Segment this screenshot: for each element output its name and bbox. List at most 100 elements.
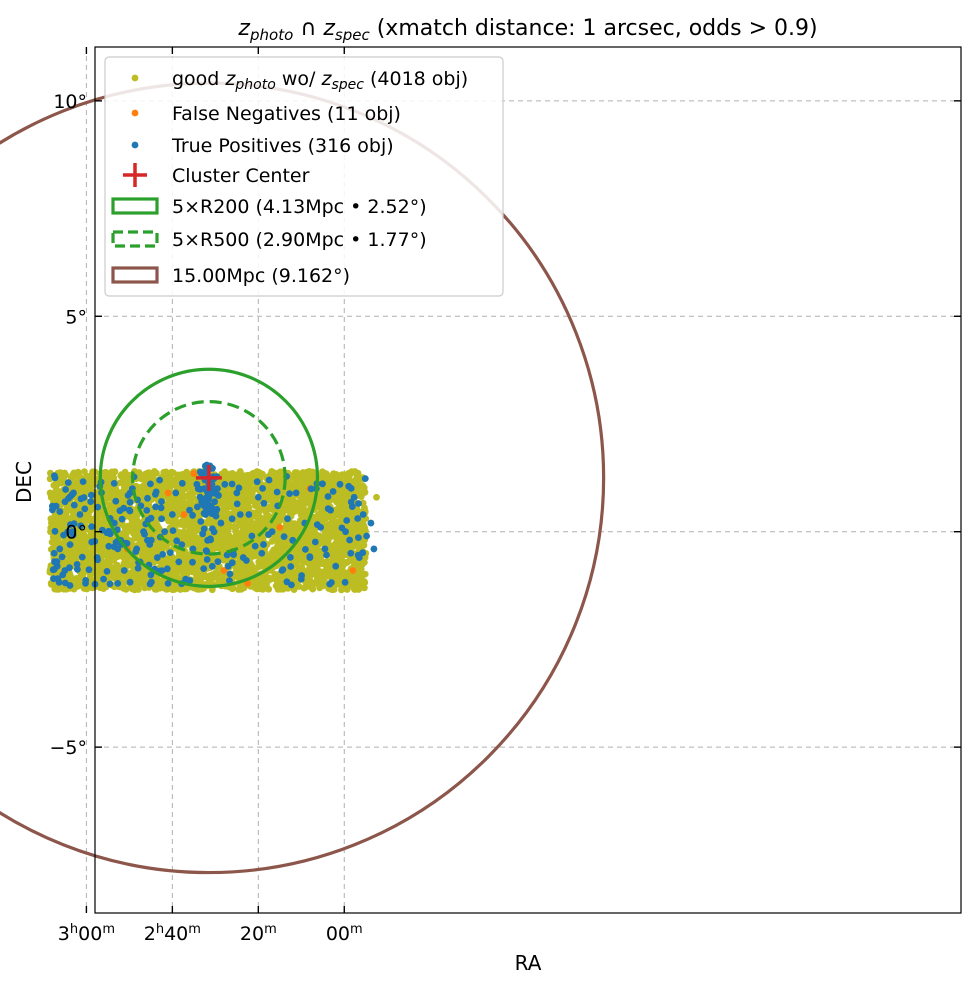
- point-good-zphoto: [123, 574, 130, 581]
- point-true-positive: [118, 515, 126, 523]
- point-true-positive: [260, 541, 267, 548]
- point-good-zphoto: [338, 586, 345, 594]
- x-tick-label: 2h40m: [144, 922, 201, 945]
- point-true-positive: [172, 489, 180, 497]
- point-good-zphoto: [89, 468, 97, 476]
- point-good-zphoto: [317, 553, 325, 561]
- point-good-zphoto: [264, 492, 271, 500]
- point-good-zphoto: [291, 520, 298, 528]
- point-true-positive: [345, 482, 353, 490]
- point-good-zphoto: [195, 555, 203, 563]
- point-true-positive: [359, 549, 367, 557]
- point-good-zphoto: [74, 469, 82, 477]
- point-good-zphoto: [185, 534, 193, 542]
- point-true-positive: [49, 566, 57, 574]
- point-good-zphoto: [203, 519, 211, 527]
- point-true-positive: [49, 502, 56, 510]
- point-good-zphoto: [238, 521, 246, 528]
- point-good-zphoto: [296, 481, 303, 489]
- point-good-zphoto: [219, 470, 227, 478]
- point-true-positive: [311, 538, 319, 546]
- point-true-positive: [105, 542, 113, 550]
- point-good-zphoto: [220, 497, 228, 505]
- y-tick-label: 0°: [65, 522, 87, 544]
- point-good-zphoto: [257, 575, 265, 583]
- point-true-positive: [87, 498, 95, 505]
- point-true-positive: [283, 578, 291, 586]
- point-good-zphoto: [142, 480, 149, 487]
- point-true-positive: [51, 472, 58, 480]
- point-true-positive: [194, 485, 202, 493]
- point-good-zphoto: [129, 524, 136, 531]
- point-good-zphoto: [321, 469, 329, 477]
- point-good-zphoto: [137, 549, 145, 557]
- point-good-zphoto: [305, 468, 313, 475]
- legend-marker-rect: [111, 197, 159, 215]
- point-true-positive: [59, 571, 67, 579]
- point-true-positive: [79, 478, 87, 485]
- point-false-negative: [276, 523, 284, 531]
- point-true-positive: [292, 489, 300, 497]
- point-good-zphoto: [288, 528, 295, 536]
- point-good-zphoto: [60, 559, 67, 566]
- point-good-zphoto: [252, 537, 260, 545]
- point-true-positive: [206, 535, 214, 543]
- point-true-positive: [62, 486, 69, 493]
- point-good-zphoto: [242, 547, 250, 554]
- legend-label: 5×R500 (2.90Mpc • 1.77°): [172, 229, 427, 251]
- point-good-zphoto: [185, 565, 192, 573]
- x-tick-label: 00m: [326, 922, 363, 945]
- point-good-zphoto: [113, 512, 121, 520]
- point-true-positive: [114, 580, 122, 587]
- axis-ticks: 3h00m 2h40m 20m 00m 10° 5° 0° −5°: [49, 47, 961, 945]
- point-good-zphoto: [314, 563, 321, 570]
- point-good-zphoto: [220, 504, 227, 512]
- point-true-positive: [361, 475, 369, 482]
- point-good-zphoto: [66, 571, 74, 578]
- x-axis-label: RA: [515, 951, 542, 975]
- point-true-positive: [158, 498, 165, 505]
- point-good-zphoto: [246, 566, 254, 574]
- point-true-positive: [64, 479, 72, 486]
- point-good-zphoto: [110, 557, 118, 564]
- point-good-zphoto: [64, 552, 71, 559]
- point-good-zphoto: [47, 515, 55, 523]
- point-good-zphoto: [251, 584, 259, 592]
- point-good-zphoto: [319, 497, 327, 505]
- point-true-positive: [313, 521, 321, 528]
- point-good-zphoto: [295, 583, 303, 590]
- point-true-positive: [134, 564, 142, 572]
- point-true-positive: [328, 579, 335, 586]
- point-good-zphoto: [343, 558, 351, 566]
- point-good-zphoto: [191, 578, 199, 586]
- point-false-negative: [349, 567, 357, 574]
- point-true-positive: [173, 537, 181, 545]
- point-false-negative: [220, 567, 228, 574]
- point-true-positive: [203, 548, 211, 555]
- point-true-positive: [307, 485, 315, 493]
- legend-label: Cluster Center: [172, 165, 310, 187]
- point-good-zphoto: [173, 500, 181, 508]
- point-false-negative: [190, 470, 198, 477]
- point-good-zphoto: [256, 508, 263, 515]
- point-good-zphoto: [181, 518, 189, 525]
- point-good-zphoto: [225, 539, 233, 546]
- scatter-points: [46, 461, 380, 594]
- point-good-zphoto: [333, 498, 341, 506]
- point-true-positive: [85, 566, 93, 574]
- point-good-zphoto: [153, 469, 160, 477]
- point-good-zphoto: [128, 585, 136, 593]
- point-good-zphoto: [304, 530, 311, 538]
- point-true-positive: [230, 551, 238, 558]
- y-tick-label: −5°: [49, 737, 87, 759]
- point-good-zphoto: [319, 536, 327, 544]
- point-good-zphoto: [129, 529, 137, 537]
- point-true-positive: [189, 558, 196, 566]
- point-good-zphoto: [253, 525, 260, 532]
- cluster-center-marker: [195, 464, 222, 491]
- point-good-zphoto: [250, 552, 258, 560]
- point-good-zphoto: [180, 528, 188, 536]
- point-good-zphoto: [334, 581, 341, 588]
- point-good-zphoto: [116, 479, 124, 487]
- point-true-positive: [214, 558, 222, 565]
